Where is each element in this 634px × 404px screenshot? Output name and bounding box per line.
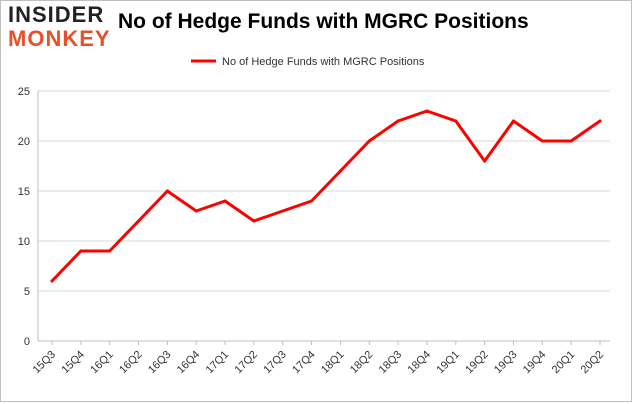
x-tick-label: 18Q1 [319,349,347,377]
data-point [194,209,198,213]
data-point [50,279,54,283]
y-tick-label: 15 [18,186,30,198]
data-point [338,169,342,173]
x-tick-label: 19Q1 [434,349,462,377]
x-tick-label: 20Q1 [550,349,578,377]
y-tick-label: 0 [24,336,30,348]
x-tick-label: 18Q3 [377,349,405,377]
x-tick-label: 16Q1 [88,349,116,377]
x-tick-label: 19Q3 [492,349,520,377]
data-point [425,109,429,113]
x-axis-ticks: 15Q3 15Q4 16Q1 16Q2 16Q3 16Q4 17Q1 17Q2 17Q3 17Q4… [31,341,607,377]
x-tick-label: 15Q3 [31,349,59,377]
y-tick-label: 10 [18,236,30,248]
y-tick-label: 20 [18,136,30,148]
x-tick-label: 16Q2 [117,349,145,377]
x-tick-label: 19Q4 [521,349,549,377]
gridlines [38,90,610,292]
series-layer [50,109,602,283]
logo-line-1: INSIDER [8,2,105,27]
data-point [569,139,573,143]
data-point [79,249,83,253]
x-tick-label: 16Q3 [146,349,174,377]
data-point [598,119,602,123]
data-point [252,219,256,223]
data-point [165,189,169,193]
legend: No of Hedge Funds with MGRC Positions [191,56,425,68]
logo-line-2: MONKEY [8,26,111,51]
data-point [367,139,371,143]
data-point [108,249,112,253]
data-point [540,139,544,143]
data-point [511,119,515,123]
data-point [137,219,141,223]
series-line [50,109,602,283]
x-tick-label: 17Q4 [290,349,318,377]
x-tick-label: 17Q3 [261,349,289,377]
x-tick-label: 16Q4 [175,349,203,377]
axes [37,91,610,342]
data-point [396,119,400,123]
data-point [454,119,458,123]
y-tick-label: 25 [18,86,30,98]
x-tick-label: 18Q4 [406,349,434,377]
x-tick-label: 19Q2 [463,349,491,377]
y-axis-ticks: 0 5 10 15 20 25 [18,86,30,348]
y-tick-label: 5 [24,286,30,298]
x-tick-label: 15Q4 [59,349,87,377]
data-point [483,159,487,163]
insider-monkey-logo: INSIDER MONKEY [8,4,111,50]
x-tick-label: 20Q2 [579,349,607,377]
data-point [281,209,285,213]
x-tick-label: 17Q2 [232,349,260,377]
legend-label: No of Hedge Funds with MGRC Positions [222,56,425,68]
x-tick-label: 18Q2 [348,349,376,377]
chart-title: No of Hedge Funds with MGRC Positions [118,10,529,33]
data-point [310,199,314,203]
x-tick-label: 17Q1 [204,349,232,377]
data-point [223,199,227,203]
